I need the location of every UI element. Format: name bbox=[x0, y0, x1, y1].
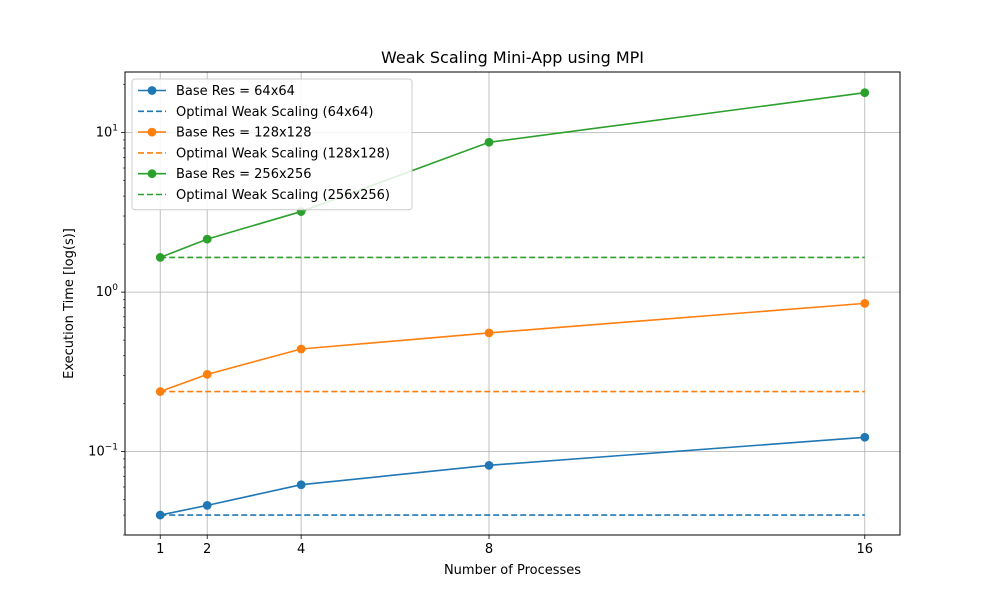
legend-item: Base Res = 64x64 bbox=[138, 84, 295, 99]
legend-label: Base Res = 128x128 bbox=[176, 126, 311, 141]
data-point bbox=[484, 460, 494, 470]
legend-item: Optimal Weak Scaling (128x128) bbox=[138, 146, 390, 161]
legend-marker bbox=[147, 169, 157, 179]
legend-item: Base Res = 256x256 bbox=[138, 167, 311, 182]
x-axis-label: Number of Processes bbox=[444, 563, 581, 578]
y-tick-label: 101 bbox=[96, 124, 118, 141]
series-group bbox=[155, 298, 870, 396]
y-axis-label: Execution Time [log(s)] bbox=[62, 228, 77, 379]
legend-item: Optimal Weak Scaling (256x256) bbox=[138, 188, 390, 203]
plot-frame bbox=[124, 71, 901, 536]
data-point bbox=[860, 88, 870, 98]
ticks: 1 2 4 8 16 10−1 100 101 bbox=[88, 84, 873, 557]
x-tick-label: 8 bbox=[485, 542, 493, 557]
x-tick-label: 2 bbox=[203, 542, 211, 557]
legend-label: Optimal Weak Scaling (128x128) bbox=[176, 146, 390, 161]
chart-title: Weak Scaling Mini-App using MPI bbox=[381, 48, 644, 67]
legend-marker bbox=[147, 86, 157, 95]
series-group bbox=[155, 88, 870, 520]
data-point bbox=[296, 344, 306, 354]
legend-item: Base Res = 128x128 bbox=[138, 126, 311, 141]
data-point bbox=[155, 510, 165, 520]
legend-label: Optimal Weak Scaling (256x256) bbox=[176, 188, 390, 203]
legend-item: Optimal Weak Scaling (64x64) bbox=[138, 105, 373, 120]
legend-box bbox=[131, 78, 413, 211]
data-point bbox=[202, 234, 212, 244]
y-tick-label: 10−1 bbox=[88, 443, 118, 460]
data-point bbox=[860, 432, 870, 442]
legend-label: Base Res = 64x64 bbox=[176, 84, 295, 99]
data-point bbox=[860, 298, 870, 308]
legend-marker bbox=[147, 127, 157, 137]
data-point bbox=[155, 387, 165, 396]
x-tick-label: 1 bbox=[156, 542, 164, 557]
data-point bbox=[202, 369, 212, 379]
data-point bbox=[484, 137, 494, 147]
data-point bbox=[155, 253, 165, 262]
legend-label: Base Res = 256x256 bbox=[176, 167, 311, 182]
legend: Base Res = 64x64 Optimal Weak Scaling (64… bbox=[131, 78, 413, 211]
x-tick-label: 4 bbox=[297, 542, 305, 557]
y-tick-label: 100 bbox=[96, 283, 119, 300]
data-point bbox=[202, 500, 212, 510]
series-group bbox=[155, 432, 870, 520]
data-point bbox=[296, 480, 306, 490]
x-tick-label: 16 bbox=[856, 542, 873, 557]
data-point bbox=[484, 328, 494, 338]
legend-label: Optimal Weak Scaling (64x64) bbox=[176, 105, 373, 120]
